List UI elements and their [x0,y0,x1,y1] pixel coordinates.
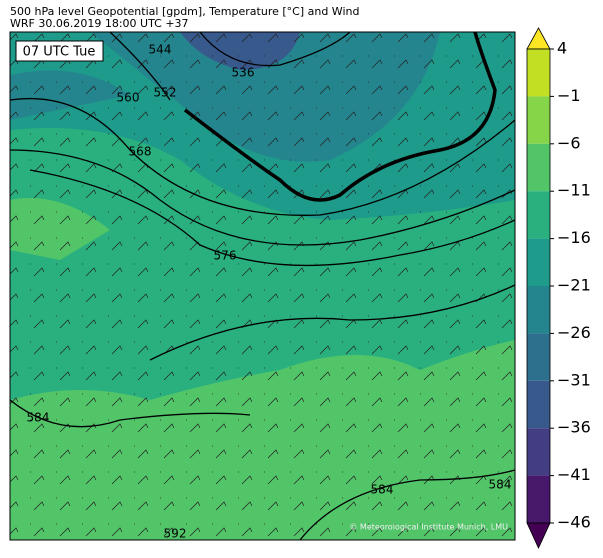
colorbar: 4 −1 −6 −11 −16 −21 −26 −31 −36 −41 −46 [526,27,591,549]
contour-label: 584 [489,478,512,492]
colorbar-band [527,49,550,97]
contour-line [149,284,515,361]
contour-label: 536 [232,66,255,80]
colorbar-band [527,428,550,476]
copyright: © Meteorological Institute Munich, LMU [349,523,508,532]
time-label: 07 UTC Tue [23,45,96,60]
map-frame [9,31,516,541]
colorbar-tick-label: −46 [557,513,591,532]
map: 544 552 536 560 568 576 584 584 584 592 … [10,32,515,541]
colorbar-extension [526,522,551,549]
colorbar-tick-label: −21 [557,276,591,295]
subtitle-line: WRF 30.06.2019 18:00 UTC +37 [10,17,189,30]
colorbar-band [527,238,550,286]
colorbar-band [527,191,550,239]
contour-line [10,399,251,428]
contour-line [299,469,515,540]
colorbar-band [527,475,550,523]
contour-label: 568 [129,145,152,159]
colorbar-tick-label: −41 [557,465,591,484]
colorbar-band [527,380,550,429]
wind-barbs [10,32,515,540]
colorbar-tick-label: −16 [557,228,591,247]
colorbar-band [527,333,550,381]
colorbar-tick-label: 4 [557,39,567,58]
tropopause-line [183,32,497,202]
colorbar-extension [526,27,551,50]
colorbar-band [527,96,550,144]
colorbar-tick-label: −36 [557,418,591,437]
contour-label: 560 [117,91,140,105]
contour-label: 584 [27,411,50,425]
title-line: 500 hPa level Geopotential [gpdm], Tempe… [10,5,359,18]
colorbar-band [527,143,550,192]
contour-label: 576 [214,249,237,263]
colorbar-tick-label: −31 [557,370,591,389]
contour-line [10,97,515,216]
contour-line [109,32,351,101]
colorbar-tick-label: −1 [557,86,581,105]
contour-label: 584 [371,483,394,497]
contour-label: 544 [149,43,172,57]
contour-label: 592 [164,527,187,541]
colorbar-tick-label: −26 [557,323,591,342]
contour-line [29,169,515,267]
colorbar-band [527,286,550,334]
contour-line [10,149,515,246]
contour-label: 552 [154,86,177,100]
colorbar-tick-label: −11 [557,181,591,200]
colorbar-tick-label: −6 [557,133,581,152]
time-box [15,40,104,62]
